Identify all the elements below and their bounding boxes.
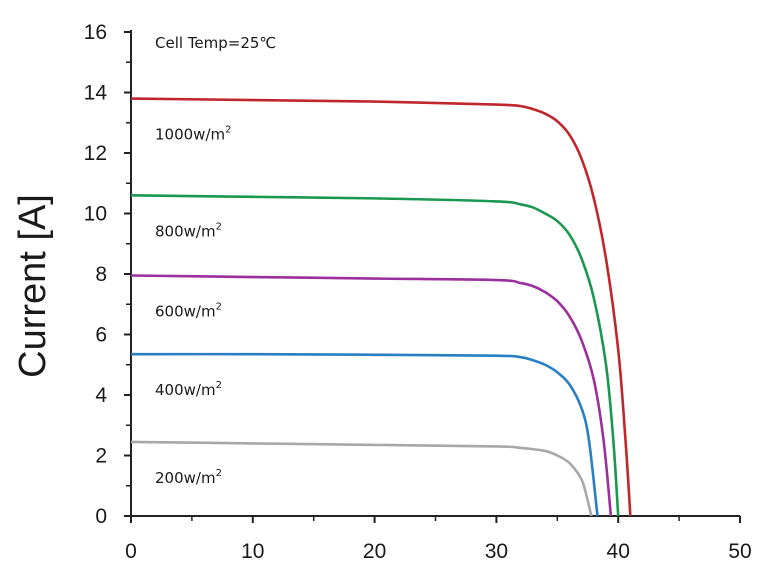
x-tick-label: 40 <box>607 540 630 563</box>
y-tick-label: 12 <box>84 142 107 165</box>
cell-temp-annotation: Cell Temp=25℃ <box>155 34 276 52</box>
series-label-4: 400w/m2 <box>155 380 222 399</box>
x-tick-label: 50 <box>728 540 751 563</box>
x-tick-label: 20 <box>363 540 386 563</box>
series-layer <box>130 97 632 517</box>
series-line-5 <box>130 440 593 517</box>
series-label-2: 800w/m2 <box>155 221 222 240</box>
series-label-1: 1000w/m2 <box>155 125 231 144</box>
series-line-3 <box>130 274 613 517</box>
series-label-3: 600w/m2 <box>155 302 222 321</box>
x-tick-label: 30 <box>485 540 508 563</box>
y-tick-label: 14 <box>84 82 108 105</box>
series-label-5: 200w/m2 <box>155 468 222 487</box>
series-line-4 <box>130 352 599 517</box>
y-tick-label: 10 <box>84 203 107 226</box>
series-line-1 <box>130 97 632 517</box>
y-tick-label: 6 <box>95 324 107 347</box>
x-tick-label: 10 <box>241 540 264 563</box>
y-tick-label: 0 <box>95 505 107 528</box>
x-tick-label: 0 <box>125 540 137 563</box>
labels-layer: 1000w/m2 800w/m2 600w/m2 400w/m2 200w/m2 <box>155 125 231 487</box>
y-tick-label: 8 <box>95 263 107 286</box>
series-line-2 <box>130 194 620 517</box>
y-tick-label: 16 <box>84 21 107 44</box>
y-tick-label: 2 <box>95 445 107 468</box>
axes: 0 10 20 30 40 50 0 2 4 6 8 10 12 14 16 <box>84 21 752 563</box>
y-axis-label: Current [A] <box>12 194 54 378</box>
y-tick-label: 4 <box>95 384 107 407</box>
